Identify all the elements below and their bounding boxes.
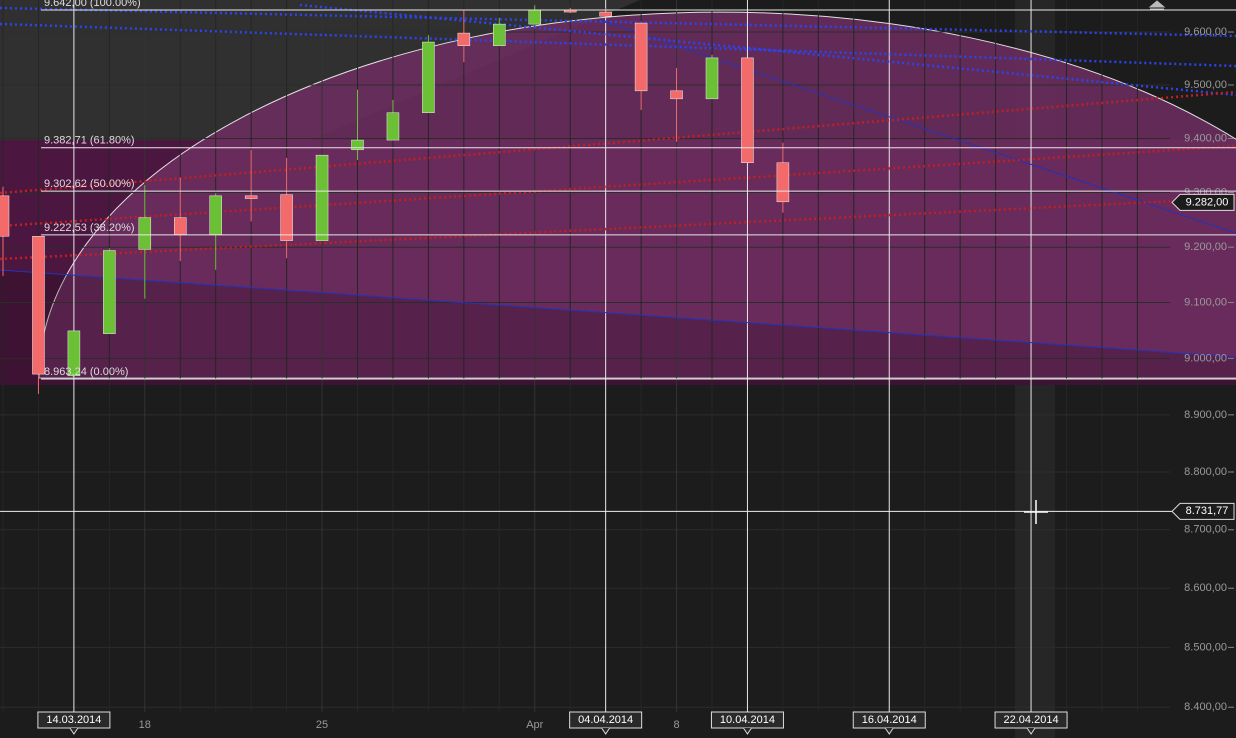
- y-tick-label: 8.500,00: [1184, 641, 1227, 653]
- y-tick-label: 8.700,00: [1184, 524, 1227, 536]
- price-tag: [1171, 502, 1235, 520]
- x-tick-label: 16.04.2014: [862, 714, 917, 726]
- y-tick-label: 9.200,00: [1184, 241, 1227, 253]
- candle-body: [670, 90, 683, 100]
- date-pointer: [743, 727, 752, 735]
- level-label: 9.302,62 (50.00%): [44, 178, 135, 190]
- trend-lines: [0, 3, 1236, 358]
- candle-body: [315, 154, 329, 241]
- date-pointer: [884, 727, 894, 735]
- dotted-line: [0, 196, 1236, 261]
- candle-body: [209, 195, 222, 235]
- candle-body: [351, 139, 364, 151]
- price-tag: [1171, 193, 1235, 211]
- dotted-line: [0, 6, 1236, 38]
- dotted-line: [299, 3, 1236, 97]
- y-tick-label: 9.600,00: [1184, 26, 1227, 38]
- candle-body: [138, 217, 152, 250]
- trend-line: [0, 269, 1236, 358]
- candle-body: [244, 195, 258, 199]
- trend-line: [599, 19, 1236, 234]
- candle-body: [599, 11, 612, 17]
- candle-body: [634, 22, 648, 92]
- candle-body: [67, 330, 81, 377]
- candle-body: [280, 194, 293, 241]
- candle-body: [528, 9, 541, 25]
- date-pointer: [601, 727, 611, 735]
- candle-body: [386, 112, 400, 141]
- x-tick-label: 04.04.2014: [578, 714, 633, 726]
- dotted-line: [0, 90, 1236, 195]
- x-tick-label: 14.03.2014: [46, 714, 101, 726]
- candle-body: [0, 195, 10, 237]
- candle-body: [705, 57, 719, 100]
- price-tag-label: 8.731,77: [1186, 505, 1229, 517]
- x-tick-label: 10.04.2014: [720, 714, 775, 726]
- y-tick-label: 9.400,00: [1184, 132, 1227, 144]
- y-tick-label: 9.100,00: [1184, 296, 1227, 308]
- x-tick-label: 22.04.2014: [1004, 714, 1059, 726]
- x-tick-label: 8: [673, 719, 679, 731]
- dotted-line: [0, 22, 1236, 68]
- level-label: 9.222,53 (38.20%): [44, 222, 135, 234]
- level-label: 9.382,71 (61.80%): [44, 135, 135, 147]
- y-tick-label: 8.800,00: [1184, 466, 1227, 478]
- y-tick-label: 8.900,00: [1184, 409, 1227, 421]
- candle-body: [741, 57, 754, 163]
- price-tag-label: 9.282,00: [1186, 196, 1229, 208]
- candle-body: [103, 250, 116, 334]
- date-pointer: [1026, 727, 1036, 735]
- y-tick-label: 8.600,00: [1184, 582, 1227, 594]
- x-tick-label: Apr: [526, 719, 543, 731]
- y-tick-label: 9.000,00: [1184, 352, 1227, 364]
- candle-body: [174, 217, 187, 235]
- y-tick-label: 9.500,00: [1184, 79, 1227, 91]
- cursor: [1024, 500, 1048, 524]
- candle-body: [32, 235, 45, 375]
- grid: [0, 0, 1234, 712]
- level-label: 9.642,00 (100.00%): [44, 0, 141, 9]
- eject-icon[interactable]: [1148, 0, 1166, 10]
- x-tick-label: 18: [139, 719, 151, 731]
- channel-shade: [0, 270, 1236, 385]
- arc: [38, 11, 1236, 379]
- y-tick-label: 8.400,00: [1184, 701, 1227, 713]
- level-label: 8.963,24 (0.00%): [44, 366, 128, 378]
- x-tick-label: 25: [316, 719, 328, 731]
- date-pointer: [69, 727, 79, 735]
- dotted-line: [0, 144, 1236, 228]
- candle-body: [457, 32, 471, 46]
- candle-body: [422, 41, 435, 113]
- candle-body: [493, 23, 506, 46]
- candle-body: [776, 162, 790, 203]
